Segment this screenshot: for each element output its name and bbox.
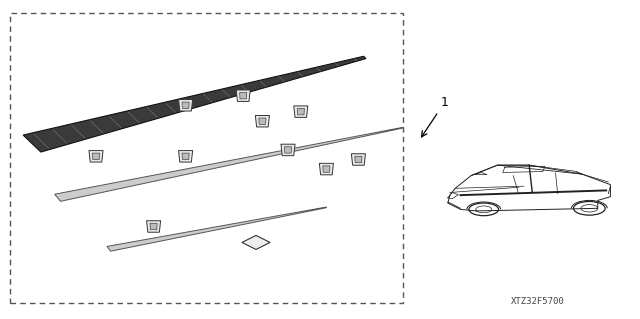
Polygon shape <box>182 153 189 160</box>
Polygon shape <box>107 207 326 251</box>
Polygon shape <box>150 223 157 230</box>
Polygon shape <box>23 56 366 152</box>
Polygon shape <box>242 235 270 249</box>
Polygon shape <box>147 221 161 232</box>
Bar <box>10 13 403 303</box>
Text: XTZ32F5700: XTZ32F5700 <box>511 297 564 306</box>
Polygon shape <box>355 156 362 163</box>
Polygon shape <box>281 144 295 156</box>
Polygon shape <box>179 151 193 162</box>
Polygon shape <box>236 90 250 101</box>
Polygon shape <box>239 93 247 99</box>
Polygon shape <box>294 106 308 117</box>
Polygon shape <box>351 154 365 165</box>
Polygon shape <box>284 147 292 153</box>
Polygon shape <box>319 163 333 175</box>
Polygon shape <box>54 127 403 201</box>
Text: 1: 1 <box>441 96 449 108</box>
Polygon shape <box>179 100 193 111</box>
Polygon shape <box>297 108 305 115</box>
Polygon shape <box>323 166 330 172</box>
Polygon shape <box>255 115 269 127</box>
Polygon shape <box>89 151 103 162</box>
Polygon shape <box>92 153 100 160</box>
Polygon shape <box>259 118 266 124</box>
Polygon shape <box>182 102 189 108</box>
